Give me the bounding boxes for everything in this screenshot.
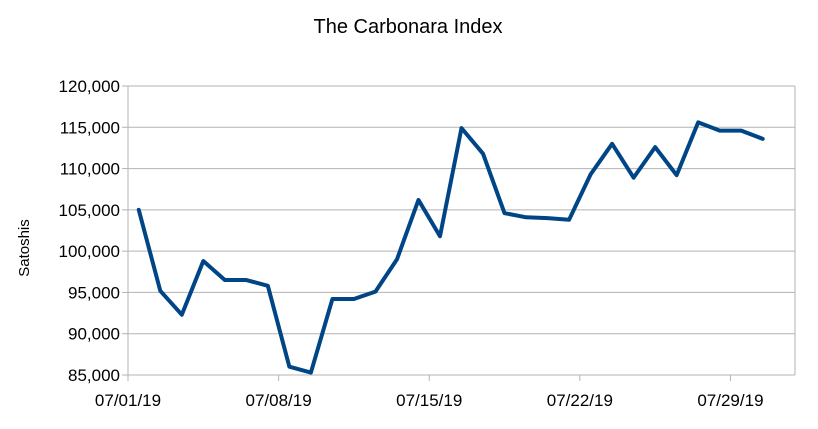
data-point [739,129,743,133]
data-point [460,126,463,130]
data-point [589,172,593,176]
data-point [438,234,442,238]
data-point [416,198,420,202]
data-point [632,176,636,180]
data-point [696,120,700,124]
data-point [201,259,205,263]
y-tick-label: 110,000 [60,160,120,179]
data-point [610,142,614,146]
y-tick-label: 120,000 [59,77,120,96]
data-point [352,297,356,301]
y-tick-label: 115,000 [60,118,120,137]
data-point [330,297,334,301]
y-tick-label: 85,000 [68,366,120,385]
data-point [524,215,528,219]
x-tick-label: 07/01/19 [95,391,161,410]
data-point [675,173,679,177]
data-point [761,137,765,141]
plot-area: 85,000 90,000 95,000 100,000 105,000 110,000 1… [59,77,796,410]
data-point [718,129,722,133]
data-point [653,145,657,149]
data-point [503,211,507,215]
data-point [373,290,377,294]
data-point [481,152,485,156]
y-tick-label: 90,000 [68,325,120,344]
data-point [309,371,313,375]
chart-title: The Carbonara Index [313,16,502,38]
series-line [136,120,765,375]
x-tick-label: 07/08/19 [246,391,312,410]
data-point [287,365,291,369]
data-point [223,278,227,282]
x-tick-label: 07/29/19 [697,391,763,410]
data-point [567,218,571,222]
y-axis-label: Satoshis [16,219,33,277]
data-point [546,216,550,220]
data-point [137,208,141,212]
x-tick-label: 07/15/19 [396,391,462,410]
data-point [395,257,399,261]
y-tick-label: 95,000 [68,283,120,302]
data-point [158,289,162,293]
x-tick-label: 07/22/19 [547,391,613,410]
data-point [266,284,270,288]
y-tick-label: 100,000 [59,242,120,261]
y-tick-label: 105,000 [59,201,120,220]
data-point [244,278,248,282]
data-point [180,313,184,317]
